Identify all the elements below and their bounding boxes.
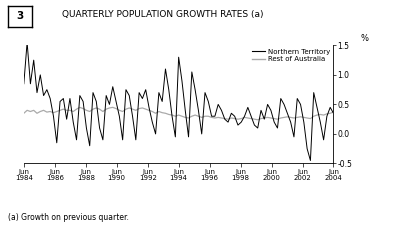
Text: %: %	[360, 34, 368, 43]
Text: 3: 3	[16, 11, 23, 22]
Legend: Northern Territory, Rest of Australia: Northern Territory, Rest of Australia	[252, 49, 330, 62]
Text: (a) Growth on previous quarter.: (a) Growth on previous quarter.	[8, 213, 129, 222]
Text: QUARTERLY POPULATION GROWTH RATES (a): QUARTERLY POPULATION GROWTH RATES (a)	[62, 10, 263, 19]
